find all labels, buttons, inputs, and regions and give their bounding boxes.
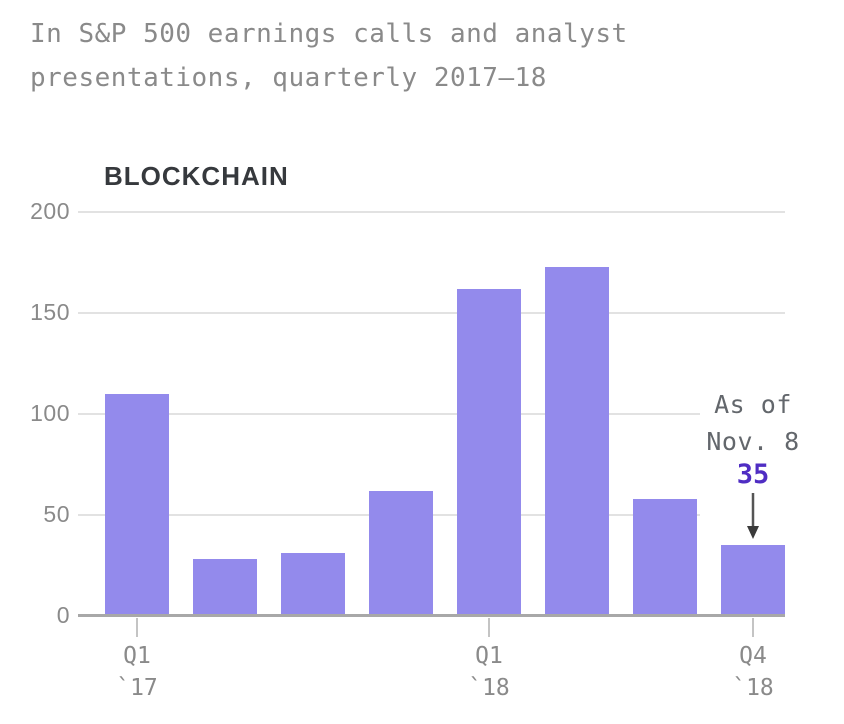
x-axis-label: Q1 `17 xyxy=(77,640,197,704)
bar-q3-18 xyxy=(633,498,697,616)
annotation-line1: As of xyxy=(714,390,792,419)
x-tick-mark xyxy=(136,618,138,637)
annotation-line2: Nov. 8 xyxy=(706,427,800,456)
y-axis-label-150: 150 xyxy=(30,299,70,325)
series-label: BLOCKCHAIN xyxy=(104,161,289,191)
gridline-150 xyxy=(78,312,785,314)
y-axis-label-200: 200 xyxy=(30,198,70,224)
y-axis-label-0: 0 xyxy=(56,602,70,628)
bar-q1-18 xyxy=(457,288,521,616)
chart-title-line1: In S&P 500 earnings calls and analyst xyxy=(30,19,628,49)
gridline-100 xyxy=(78,413,785,415)
bar-q3-17 xyxy=(281,553,345,616)
x-axis-label: Q1 `18 xyxy=(429,640,549,704)
bar-q4-17 xyxy=(369,490,433,616)
x-label-year: `18 xyxy=(468,675,510,701)
bar-q2-18 xyxy=(545,266,609,616)
bar-q2-17 xyxy=(193,559,257,616)
y-axis-label-50: 50 xyxy=(43,501,70,527)
x-label-year: `17 xyxy=(116,675,158,701)
x-axis-line xyxy=(78,614,785,617)
annotation-value: 35 xyxy=(736,459,770,490)
bar-q4-18 xyxy=(721,545,785,616)
x-tick-mark xyxy=(488,618,490,637)
x-label-quarter: Q1 xyxy=(123,643,151,669)
annotation: As of Nov. 8 35 xyxy=(700,386,806,539)
x-label-quarter: Q4 xyxy=(739,643,767,669)
x-label-year: `18 xyxy=(732,675,774,701)
y-axis-label-100: 100 xyxy=(30,400,70,426)
bar-q1-17 xyxy=(105,393,169,616)
chart-title: In S&P 500 earnings calls and analyst pr… xyxy=(30,12,628,100)
x-axis-label: Q4 `18 xyxy=(693,640,813,704)
x-label-quarter: Q1 xyxy=(475,643,503,669)
x-tick-mark xyxy=(752,618,754,637)
gridline-200 xyxy=(78,211,785,213)
plot-area xyxy=(78,211,785,617)
chart-title-line2: presentations, quarterly 2017–18 xyxy=(30,63,547,93)
arrow-down-icon xyxy=(745,493,761,539)
